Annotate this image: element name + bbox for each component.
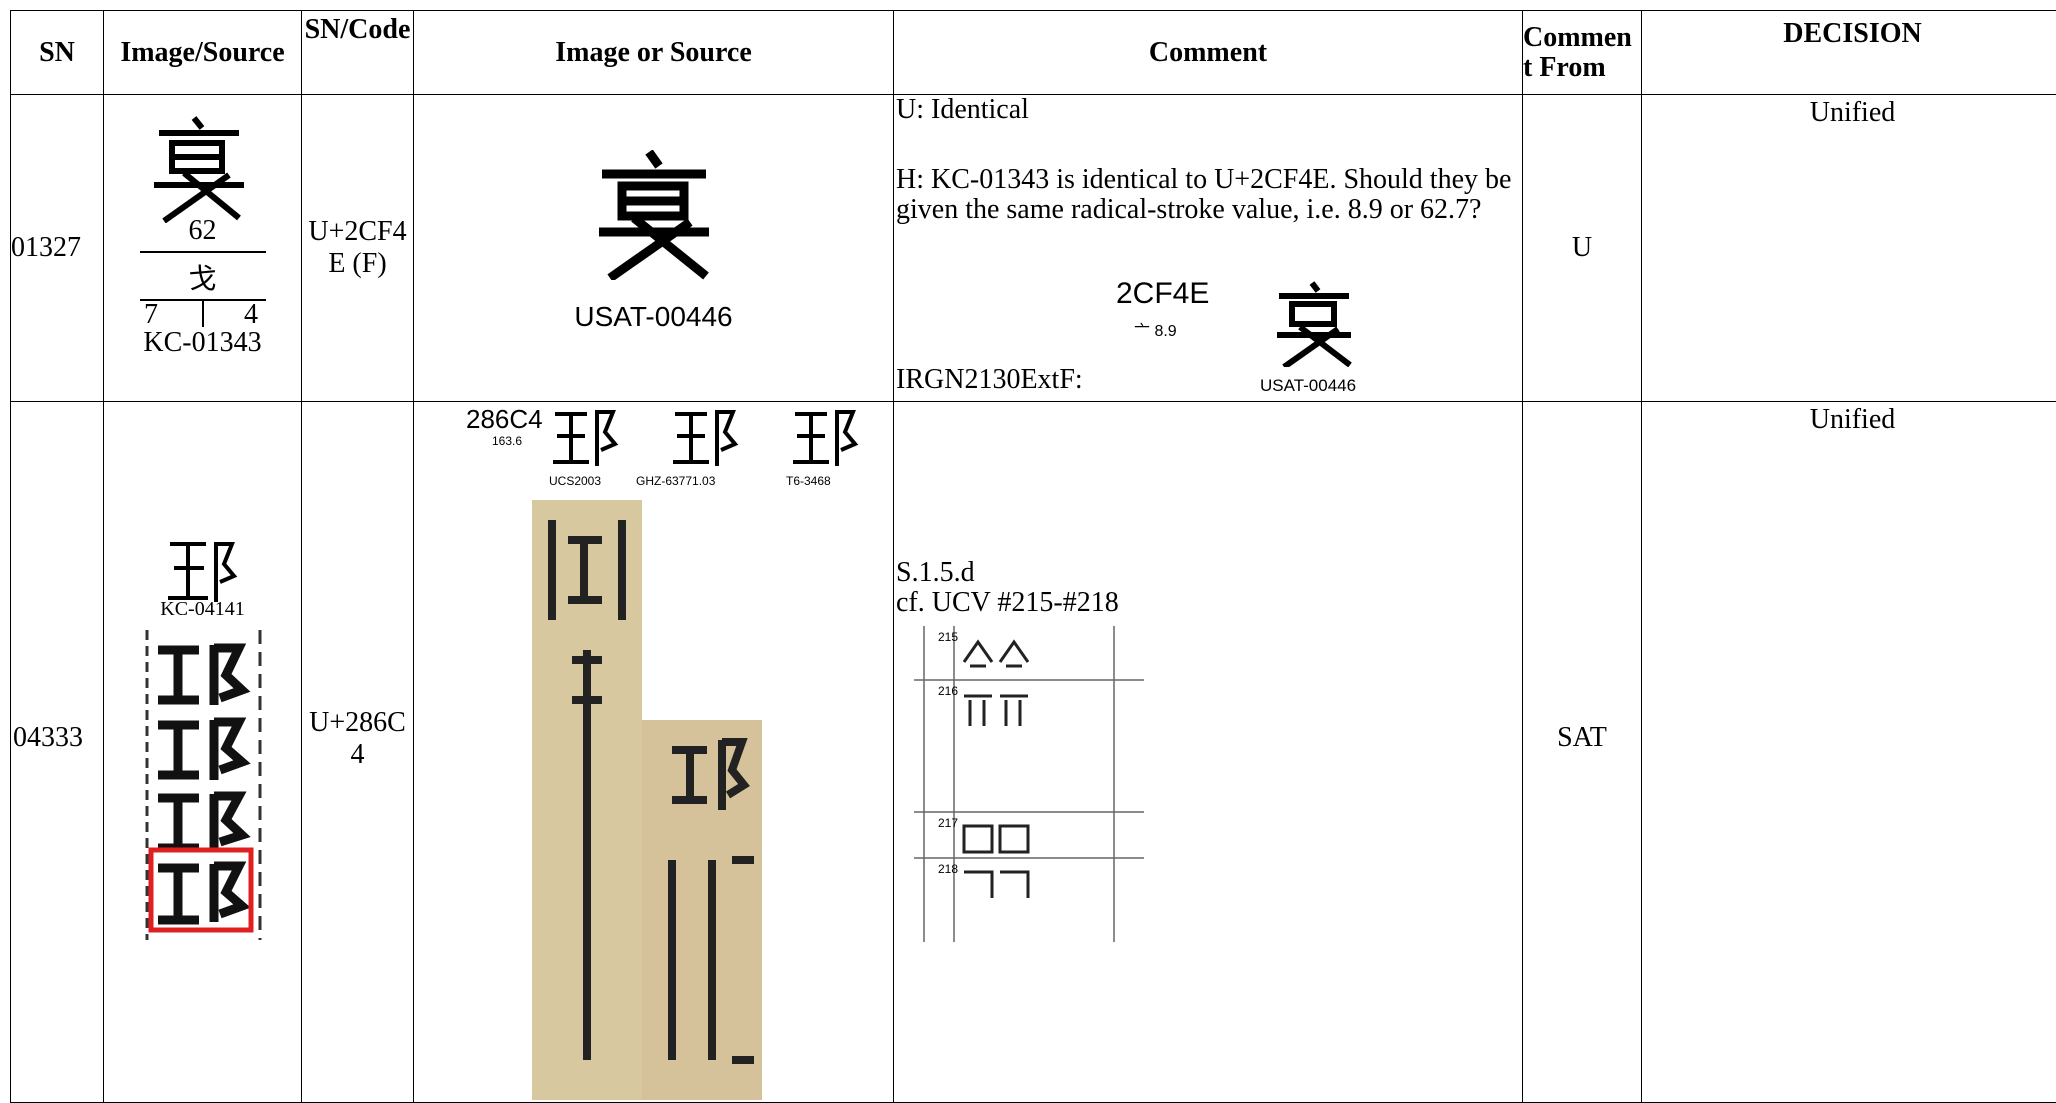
source-label: GHZ-63771.03: [636, 474, 716, 488]
rule: [140, 251, 266, 253]
header-cell: Image/Source: [104, 11, 301, 94]
ucv-number: 215: [938, 630, 959, 644]
header-image-source: Image/Source: [120, 36, 285, 68]
comment-line: H: KC-01343 is identical to U+2CF4E. Sho…: [896, 164, 1512, 225]
comment-line: cf. UCV #215-#218: [896, 587, 1119, 618]
cell: SAT: [1523, 402, 1641, 1102]
cell: U+2CF4E (F): [302, 95, 413, 401]
cell: 62 戈 7 4 KC-01343: [104, 95, 301, 401]
sn: 01327: [11, 232, 81, 263]
scan-image: [532, 500, 762, 1100]
decision: Unified: [1809, 97, 1896, 128]
code: U+286C4: [309, 707, 406, 770]
cell: USAT-00446: [414, 95, 893, 401]
ucv-number: 216: [938, 684, 959, 698]
source: KC-01343: [143, 327, 262, 358]
glyph-image: [1277, 281, 1352, 367]
cell: U+286C4: [302, 402, 413, 1102]
comment-line: IRGN2130ExtF:: [896, 364, 1083, 395]
cell: KC-04141: [104, 402, 301, 1102]
header-sn-code: SN/Code: [304, 14, 411, 45]
component: 戈: [188, 264, 217, 295]
header-comment: Comment: [1148, 36, 1268, 68]
comment-from: U: [1571, 232, 1593, 263]
radical-stroke: 163.6: [492, 434, 523, 448]
header-cell: SN: [11, 11, 103, 94]
figure-radical-stroke: 亠 8.9: [1134, 323, 1177, 340]
cell: U: [1523, 95, 1641, 401]
source: KC-04141: [160, 598, 245, 620]
header-cell: Comment: [894, 11, 1522, 94]
decision-table: SN Image/Source SN/Code Image or Source …: [10, 10, 2056, 1103]
ucv-number: 217: [938, 816, 959, 830]
source: USAT-00446: [574, 301, 733, 332]
comment-line: U: Identical: [896, 95, 1029, 125]
header-cell: SN/Code: [302, 11, 413, 94]
radical: 62: [188, 215, 217, 246]
header-decision: DECISION: [1783, 18, 1922, 49]
cell: Unified: [1642, 402, 2056, 1102]
ucv-number: 218: [938, 862, 959, 876]
code: 286C4: [466, 404, 543, 434]
ucv-table: [914, 626, 1144, 942]
glyph-row: [553, 410, 859, 466]
glyph-image: [599, 150, 709, 280]
cell: 286C4 163.6 UCS2003 GHZ-63771.03 T6-3468: [414, 402, 893, 1102]
strokes-right: 4: [244, 299, 258, 330]
code: U+2CF4E (F): [308, 216, 407, 279]
rule: [202, 301, 204, 327]
rule: [140, 299, 266, 301]
figure-code: 2CF4E: [1116, 277, 1210, 310]
comment-from: SAT: [1557, 722, 1607, 753]
cell: Unified: [1642, 95, 2056, 401]
cell: 04333: [11, 402, 103, 1102]
header-cell: DECISION: [1642, 11, 2056, 94]
sn: 04333: [13, 722, 83, 753]
source-label: T6-3468: [786, 474, 831, 488]
header-comment-from: Comment From: [1523, 21, 1632, 83]
header-sn: SN: [39, 36, 75, 68]
header-image-or-source: Image or Source: [555, 36, 752, 68]
cell: U: Identical H: KC-01343 is identical to…: [894, 95, 1522, 401]
source-label: UCS2003: [549, 474, 602, 488]
glyph-image: [168, 542, 238, 602]
glyph-image: [154, 116, 244, 223]
comment-line: S.1.5.d: [896, 557, 975, 588]
cell: S.1.5.d cf. UCV #215-#218 215 216 217 21…: [894, 402, 1522, 1102]
strokes-left: 7: [144, 299, 158, 330]
decision: Unified: [1809, 404, 1896, 435]
header-cell: Image or Source: [414, 11, 893, 94]
header-cell: Comment From: [1523, 11, 1641, 94]
figure-source: USAT-00446: [1260, 376, 1357, 395]
cell: 01327: [11, 95, 103, 401]
scan-image: [145, 630, 262, 940]
